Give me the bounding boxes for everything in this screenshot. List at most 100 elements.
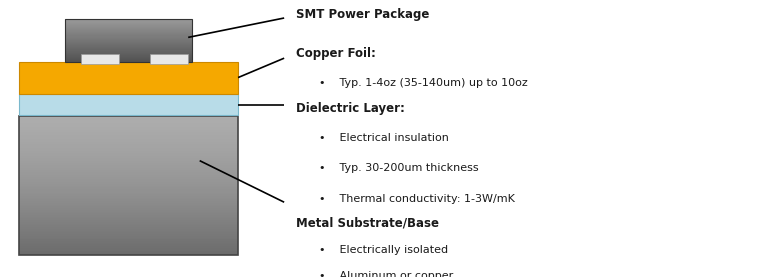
Text: •    Thermal conductivity: 1-3W/mK: • Thermal conductivity: 1-3W/mK <box>319 194 515 204</box>
Bar <box>65 48 192 49</box>
Text: •    Typ. 30-200um thickness: • Typ. 30-200um thickness <box>319 163 478 173</box>
Bar <box>65 49 192 50</box>
Bar <box>19 232 238 234</box>
Bar <box>19 190 238 193</box>
Bar <box>65 60 192 61</box>
Text: •    Electrically isolated: • Electrically isolated <box>319 245 448 255</box>
Bar <box>19 247 238 250</box>
Bar <box>65 31 192 32</box>
Bar <box>19 234 238 236</box>
Bar <box>19 227 238 229</box>
Bar <box>19 147 238 149</box>
Bar <box>65 38 192 40</box>
Bar <box>65 53 192 55</box>
Bar <box>19 178 238 180</box>
Bar <box>19 128 238 130</box>
Bar <box>65 42 192 44</box>
Bar <box>19 180 238 182</box>
Bar <box>65 47 192 48</box>
Bar <box>19 133 238 135</box>
Bar <box>19 214 238 217</box>
Bar <box>65 37 192 39</box>
Bar <box>19 225 238 227</box>
Bar <box>19 204 238 206</box>
Bar <box>19 223 238 225</box>
Bar <box>19 124 238 127</box>
Bar <box>19 194 238 196</box>
Bar <box>65 19 192 20</box>
Bar <box>65 45 192 46</box>
Bar <box>19 201 238 203</box>
Bar <box>65 26 192 28</box>
Bar <box>19 154 238 156</box>
Text: Dielectric Layer:: Dielectric Layer: <box>296 102 405 116</box>
Bar <box>19 116 238 255</box>
Bar <box>65 34 192 35</box>
Bar <box>65 46 192 47</box>
Bar <box>65 43 192 45</box>
Bar <box>65 50 192 52</box>
Bar <box>19 157 238 160</box>
Bar <box>65 55 192 57</box>
Bar <box>19 199 238 201</box>
Bar <box>19 175 238 177</box>
Bar <box>19 228 238 230</box>
Bar <box>19 116 238 118</box>
Bar <box>65 20 192 22</box>
Bar <box>65 57 192 58</box>
Bar <box>19 164 238 166</box>
Bar <box>81 54 119 64</box>
Bar <box>19 185 238 187</box>
Bar <box>19 192 238 194</box>
Bar <box>19 117 238 120</box>
Bar <box>19 188 238 191</box>
Bar <box>65 32 192 33</box>
Bar <box>19 150 238 153</box>
Bar <box>65 52 192 54</box>
Bar <box>65 61 192 62</box>
Bar <box>19 244 238 246</box>
Bar <box>65 23 192 25</box>
Bar <box>19 159 238 161</box>
Bar <box>19 149 238 151</box>
Bar <box>19 126 238 129</box>
Bar <box>19 207 238 210</box>
Bar <box>19 140 238 142</box>
Bar <box>65 22 192 24</box>
Bar <box>65 24 192 26</box>
Bar <box>19 206 238 208</box>
Bar <box>19 161 238 163</box>
Bar <box>19 182 238 184</box>
Bar <box>19 168 238 170</box>
Bar <box>65 33 192 34</box>
Bar <box>19 171 238 173</box>
Bar <box>19 135 238 137</box>
Bar <box>19 166 238 168</box>
Text: SMT Power Package: SMT Power Package <box>296 8 429 21</box>
Bar <box>19 142 238 144</box>
Bar <box>19 218 238 220</box>
Bar <box>19 242 238 244</box>
Bar <box>19 249 238 252</box>
Bar <box>65 40 192 42</box>
Bar <box>65 30 192 31</box>
Bar <box>65 58 192 60</box>
Bar <box>19 230 238 232</box>
Bar <box>65 35 192 37</box>
Bar <box>19 145 238 147</box>
Text: •    Typ. 1-4oz (35-140um) up to 10oz: • Typ. 1-4oz (35-140um) up to 10oz <box>319 78 528 88</box>
Bar <box>19 220 238 222</box>
Bar <box>19 176 238 179</box>
Bar <box>19 62 238 94</box>
Text: Metal Substrate/Base: Metal Substrate/Base <box>296 216 439 229</box>
Bar <box>19 209 238 212</box>
Bar <box>19 253 238 255</box>
Bar <box>19 213 238 215</box>
Bar <box>19 143 238 146</box>
Bar <box>19 202 238 205</box>
Bar <box>19 137 238 139</box>
Bar <box>19 196 238 198</box>
Bar <box>19 216 238 219</box>
Bar <box>19 240 238 243</box>
Bar <box>19 239 238 241</box>
